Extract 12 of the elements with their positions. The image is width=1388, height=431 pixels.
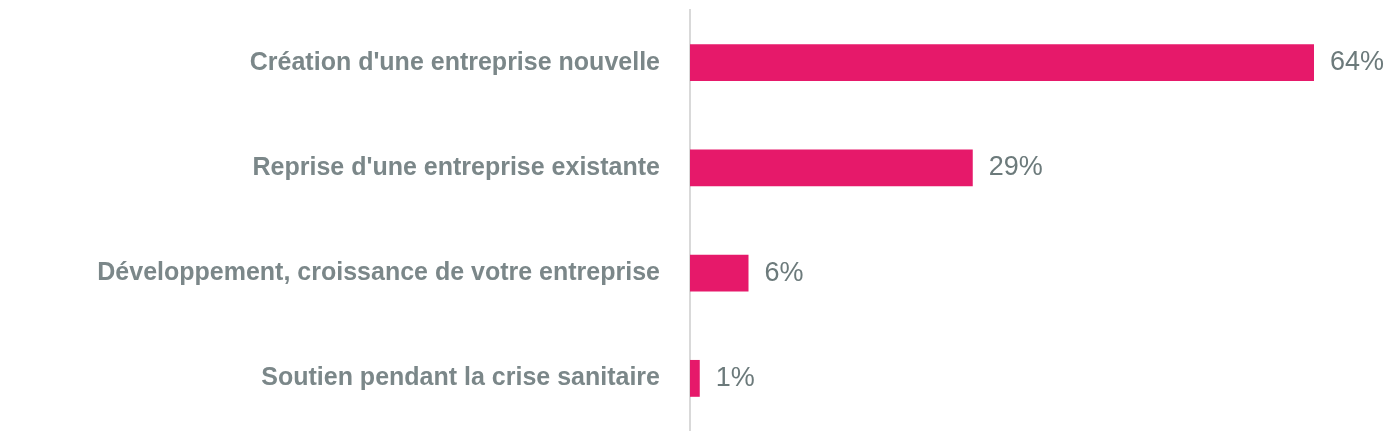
bar — [690, 254, 749, 292]
bar — [690, 44, 1314, 82]
y-tick-label: Développement, croissance de votre entreprise — [97, 257, 661, 286]
y-tick-label: Création d'une entreprise nouvelle — [249, 46, 661, 75]
bar — [690, 149, 973, 187]
data-label: 64% — [1330, 46, 1385, 77]
bar — [690, 359, 700, 397]
data-label: 6% — [764, 256, 804, 287]
data-label: 29% — [988, 151, 1043, 182]
y-tick-label: Reprise d'une entreprise existante — [252, 151, 661, 180]
y-tick-label: Soutien pendant la crise sanitaire — [261, 362, 661, 391]
data-label: 1% — [715, 361, 755, 392]
